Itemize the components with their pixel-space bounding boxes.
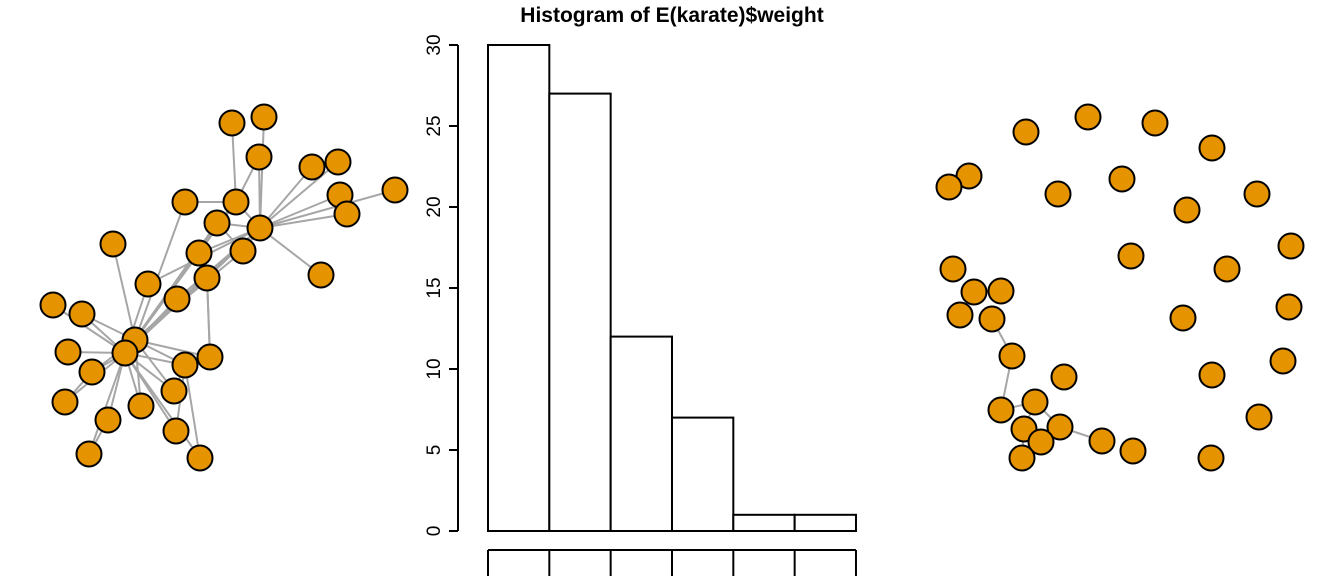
- network-node: [193, 264, 221, 292]
- network-node: [171, 188, 199, 216]
- network-node: [185, 239, 213, 267]
- network-node: [111, 339, 139, 367]
- network-node: [307, 261, 335, 289]
- network-node: [1197, 444, 1225, 472]
- y-axis: 0 5 10 15 20 25 30: [424, 34, 459, 537]
- network-node: [1243, 180, 1271, 208]
- right-network-graph: [935, 103, 1305, 472]
- chart-title: Histogram of E(karate)$weight: [520, 4, 823, 27]
- network-node: [1008, 444, 1036, 472]
- network-node: [1021, 388, 1049, 416]
- network-node: [78, 358, 106, 386]
- network-node: [245, 143, 273, 171]
- y-tick-label: 30: [424, 34, 445, 55]
- network-node: [1198, 361, 1226, 389]
- network-edge: [259, 161, 339, 229]
- histogram-bar: [793, 513, 857, 532]
- network-node: [51, 388, 79, 416]
- histogram-bar: [732, 513, 796, 532]
- network-node: [1173, 196, 1201, 224]
- network-node: [39, 291, 67, 319]
- network-node: [946, 301, 974, 329]
- network-node: [1277, 232, 1305, 260]
- histogram-bar: [670, 416, 735, 533]
- y-tick-label: 5: [424, 445, 445, 456]
- network-node: [381, 176, 409, 204]
- network-node: [978, 305, 1006, 333]
- network-node: [1108, 165, 1136, 193]
- network-node: [939, 255, 967, 283]
- left-network-graph: [39, 103, 409, 472]
- network-edge: [112, 243, 136, 341]
- y-tick-label: 0: [424, 526, 445, 537]
- network-node: [935, 173, 963, 201]
- network-node: [163, 285, 191, 313]
- y-tick-label: 15: [424, 277, 445, 298]
- y-tick-label: 25: [424, 115, 445, 136]
- network-node: [1044, 180, 1072, 208]
- network-node: [94, 406, 122, 434]
- network-node: [998, 342, 1026, 370]
- network-edge: [259, 189, 396, 229]
- network-node: [1169, 304, 1197, 332]
- network-node: [1088, 427, 1116, 455]
- network-node: [333, 200, 361, 228]
- network-node: [1074, 103, 1102, 131]
- network-node: [162, 417, 190, 445]
- network-node: [987, 396, 1015, 424]
- network-node: [218, 109, 246, 137]
- network-node: [250, 103, 278, 131]
- network-node: [246, 214, 274, 242]
- network-node: [99, 230, 127, 258]
- network-node: [960, 278, 988, 306]
- network-node: [1269, 347, 1297, 375]
- x-axis: [487, 549, 857, 576]
- network-node: [298, 153, 326, 181]
- network-node: [1046, 413, 1074, 441]
- network-node: [68, 300, 96, 328]
- network-node: [1012, 118, 1040, 146]
- network-edge: [52, 304, 126, 354]
- network-edge: [259, 194, 341, 229]
- histogram-chart: Histogram of E(karate)$weight 0 5 10 15 20 25…: [424, 4, 857, 576]
- network-node: [203, 209, 231, 237]
- network-node: [134, 270, 162, 298]
- network-node: [75, 440, 103, 468]
- network-node: [171, 351, 199, 379]
- network-node: [324, 148, 352, 176]
- network-node: [186, 444, 214, 472]
- histogram-bar: [487, 44, 551, 532]
- network-node: [1198, 134, 1226, 162]
- network-node: [1050, 363, 1078, 391]
- network-node: [1119, 437, 1147, 465]
- network-node: [1275, 293, 1303, 321]
- network-node: [222, 188, 250, 216]
- network-node: [1027, 428, 1055, 456]
- network-node: [987, 277, 1015, 305]
- network-node: [196, 343, 224, 371]
- network-edge: [134, 201, 186, 341]
- network-node: [229, 237, 257, 265]
- network-node: [1213, 255, 1241, 283]
- y-tick-label: 10: [424, 358, 445, 379]
- network-node: [127, 392, 155, 420]
- network-node: [1117, 242, 1145, 270]
- network-node: [1245, 403, 1273, 431]
- network-node: [160, 377, 188, 405]
- network-node: [1141, 109, 1169, 137]
- network-edge: [259, 213, 348, 229]
- network-edge: [184, 364, 201, 459]
- histogram-bar: [609, 335, 673, 532]
- network-edge: [88, 352, 126, 455]
- y-tick-label: 20: [424, 196, 445, 217]
- histogram-bar: [548, 92, 612, 532]
- network-node: [54, 338, 82, 366]
